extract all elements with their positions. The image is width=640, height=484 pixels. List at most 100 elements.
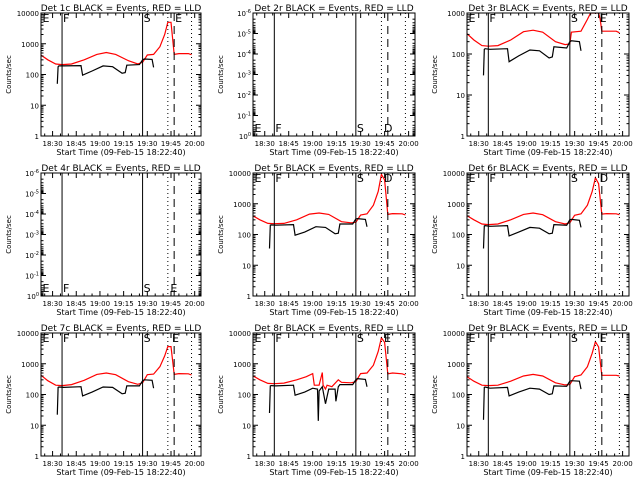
marker-s: S [357, 332, 364, 345]
marker-e: E [469, 12, 476, 25]
y-tick-label: 1 [247, 293, 251, 301]
marker-s: S [144, 282, 151, 295]
x-tick-label: 18:45 [279, 140, 299, 148]
marker-s: S [357, 122, 364, 135]
marker-f: F [63, 332, 69, 345]
x-tick-label: 18:45 [493, 300, 513, 308]
y-axis-label: Counts/sec [217, 375, 225, 414]
x-tick-label: 18:30 [42, 460, 62, 468]
marker-f: F [275, 172, 281, 185]
x-tick-label: 19:45 [375, 460, 395, 468]
x-tick-label: 18:30 [42, 140, 62, 148]
x-tick-label: 19:45 [161, 460, 181, 468]
x-axis-label: Start Time (09-Feb-15 18:22:40) [483, 468, 612, 477]
x-tick-label: 19:45 [375, 140, 395, 148]
y-tick-label: 10-3 [237, 71, 251, 80]
y-axis-label: Counts/sec [5, 55, 13, 94]
marker-f: F [489, 332, 495, 345]
x-tick-label: 20:00 [399, 300, 419, 308]
plot-frame [40, 12, 202, 137]
x-tick-label: 20:00 [613, 460, 633, 468]
marker-e: E [384, 332, 391, 345]
plot-area [41, 21, 192, 84]
y-tick-label: 100 [452, 392, 465, 400]
series-lld-line [467, 340, 620, 387]
x-tick-label: 19:00 [303, 140, 323, 148]
series-events-line [482, 380, 582, 420]
y-axis-label: Counts/sec [217, 215, 225, 254]
series-lld-line [467, 13, 620, 47]
x-axis-label: Start Time (09-Feb-15 18:22:40) [483, 308, 612, 317]
plot-frame [466, 332, 630, 457]
y-tick-label: 10000 [17, 10, 39, 18]
y-tick-label: 10000 [229, 170, 251, 178]
x-tick-label: 19:30 [351, 460, 371, 468]
series-events-line [56, 58, 155, 84]
marker-e: E [43, 12, 50, 25]
panel-title: Det 2r BLACK = Events, RED = LLD [254, 4, 413, 14]
y-tick-label: 10-4 [25, 210, 39, 219]
y-tick-label: 100 [238, 232, 251, 240]
y-tick-label: 10 [456, 92, 465, 100]
marker-e: E [43, 282, 50, 295]
plot-frame [252, 172, 416, 297]
x-tick-label: 20:00 [613, 140, 633, 148]
marker-f: F [63, 282, 69, 295]
marker-s: S [144, 332, 151, 345]
marker-d: D [384, 172, 392, 185]
plot-frame [252, 12, 416, 137]
x-tick-label: 19:30 [351, 140, 371, 148]
y-tick-label: 10-3 [25, 231, 39, 240]
x-tick-label: 19:45 [589, 140, 609, 148]
panel-det-7: Det 7c BLACK = Events, RED = LLD 1 10 100 10… [5, 324, 205, 477]
y-axis-label: Counts/sec [431, 55, 439, 94]
series-lld-line [253, 336, 406, 391]
y-tick-label: 10000 [17, 330, 39, 338]
panel-title: Det 9r BLACK = Events, RED = LLD [468, 324, 627, 334]
y-tick-label: 10 [30, 102, 39, 110]
panel-det-5: Det 5r BLACK = Events, RED = LLD 1 10 100 10… [217, 164, 419, 317]
y-tick-label: 100 [26, 392, 39, 400]
marker-s: S [571, 12, 578, 25]
x-tick-label: 19:45 [161, 140, 181, 148]
y-tick-label: 10-5 [237, 30, 251, 39]
marker-d: D [600, 172, 608, 185]
x-axis-label: Start Time (09-Feb-15 18:22:40) [56, 468, 185, 477]
y-axis-label: Counts/sec [431, 375, 439, 414]
x-tick-label: 19:00 [303, 300, 323, 308]
plot-area [467, 340, 620, 420]
marker-e: E [170, 282, 177, 295]
y-tick-label: 10 [30, 422, 39, 430]
marker-e: E [172, 332, 179, 345]
plot-frame [466, 172, 630, 297]
y-tick-label: 10 [456, 422, 465, 430]
y-tick-label: 1000 [21, 361, 39, 369]
x-tick-label: 19:15 [327, 460, 347, 468]
marker-f: F [63, 12, 69, 25]
plot-frame [40, 172, 202, 297]
x-tick-label: 18:45 [279, 460, 299, 468]
x-tick-label: 18:45 [66, 300, 86, 308]
y-tick-label: 1 [35, 133, 39, 141]
panel-det-8: Det 8r BLACK = Events, RED = LLD 1 10 100 10… [217, 324, 419, 477]
x-tick-label: 19:15 [114, 300, 134, 308]
panel-title: Det 5r BLACK = Events, RED = LLD [254, 164, 413, 174]
y-tick-label: 1000 [447, 201, 465, 209]
x-tick-label: 19:00 [90, 140, 110, 148]
x-tick-label: 19:30 [137, 140, 157, 148]
x-tick-label: 19:15 [114, 460, 134, 468]
marker-f: F [489, 172, 495, 185]
x-tick-label: 19:00 [517, 140, 537, 148]
plot-frame [40, 332, 202, 457]
series-lld-line [41, 346, 192, 387]
panel-det-3: Det 3r BLACK = Events, RED = LLD 1 10 100 10… [431, 4, 633, 157]
x-tick-label: 20:00 [185, 140, 205, 148]
plot-area [253, 173, 406, 249]
y-axis-label: Counts/sec [431, 215, 439, 254]
x-tick-label: 19:45 [161, 300, 181, 308]
y-tick-label: 10 [456, 262, 465, 270]
x-tick-label: 20:00 [185, 460, 205, 468]
